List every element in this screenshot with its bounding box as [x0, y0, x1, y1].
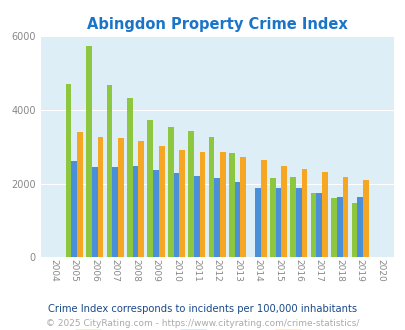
Bar	[240, 157, 245, 257]
Bar	[86, 46, 92, 257]
Bar	[188, 131, 194, 257]
Bar	[208, 137, 214, 257]
Bar	[92, 167, 97, 257]
Bar	[167, 127, 173, 257]
Bar	[220, 152, 225, 257]
Bar	[112, 167, 118, 257]
Bar	[351, 203, 356, 257]
Bar	[234, 182, 240, 257]
Bar	[173, 173, 179, 257]
Text: © 2025 CityRating.com - https://www.cityrating.com/crime-statistics/: © 2025 CityRating.com - https://www.city…	[46, 319, 359, 328]
Bar	[158, 146, 164, 257]
Bar	[290, 177, 295, 257]
Title: Abingdon Property Crime Index: Abingdon Property Crime Index	[87, 17, 347, 32]
Bar	[260, 160, 266, 257]
Bar	[356, 197, 362, 257]
Bar	[199, 152, 205, 257]
Bar	[66, 84, 71, 257]
Bar	[106, 85, 112, 257]
Bar	[194, 176, 199, 257]
Bar	[310, 192, 315, 257]
Bar	[127, 98, 132, 257]
Bar	[342, 177, 347, 257]
Bar	[281, 166, 286, 257]
Bar	[118, 138, 124, 257]
Bar	[228, 153, 234, 257]
Bar	[97, 137, 103, 257]
Bar	[315, 192, 321, 257]
Bar	[330, 198, 336, 257]
Bar	[275, 188, 281, 257]
Bar	[138, 141, 144, 257]
Bar	[295, 188, 301, 257]
Bar	[71, 161, 77, 257]
Bar	[179, 150, 185, 257]
Bar	[255, 188, 260, 257]
Bar	[336, 197, 342, 257]
Bar	[301, 169, 307, 257]
Bar	[214, 178, 220, 257]
Bar	[321, 172, 327, 257]
Bar	[269, 178, 275, 257]
Bar	[132, 166, 138, 257]
Text: Crime Index corresponds to incidents per 100,000 inhabitants: Crime Index corresponds to incidents per…	[48, 304, 357, 314]
Bar	[147, 120, 153, 257]
Legend: Abingdon, Virginia, National: Abingdon, Virginia, National	[70, 325, 363, 330]
Bar	[77, 132, 83, 257]
Bar	[153, 170, 158, 257]
Bar	[362, 180, 368, 257]
